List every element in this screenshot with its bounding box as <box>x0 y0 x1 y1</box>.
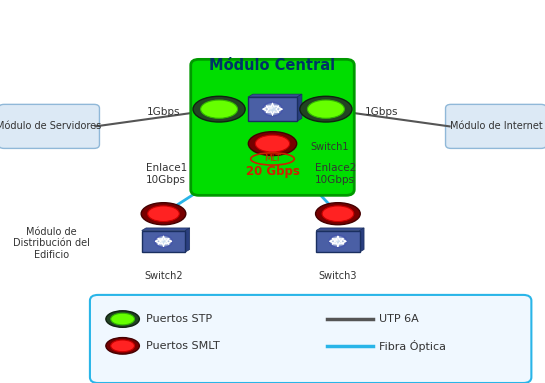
Polygon shape <box>297 94 302 121</box>
Text: Switch2: Switch2 <box>144 271 183 281</box>
Ellipse shape <box>300 96 352 122</box>
Text: 1Gbps: 1Gbps <box>147 107 180 117</box>
Ellipse shape <box>268 106 273 110</box>
Text: Switch1: Switch1 <box>311 142 349 152</box>
Text: MLT: MLT <box>264 154 281 164</box>
Ellipse shape <box>148 206 179 221</box>
Ellipse shape <box>307 100 344 118</box>
Ellipse shape <box>141 203 186 225</box>
Text: Módulo de Servidores: Módulo de Servidores <box>0 121 102 131</box>
Ellipse shape <box>265 104 280 115</box>
Text: Puertos SMLT: Puertos SMLT <box>146 341 219 351</box>
FancyBboxPatch shape <box>191 59 354 195</box>
Ellipse shape <box>268 106 277 113</box>
Text: Switch3: Switch3 <box>319 271 357 281</box>
Ellipse shape <box>157 237 170 246</box>
Polygon shape <box>316 228 364 231</box>
Polygon shape <box>142 228 190 231</box>
FancyBboxPatch shape <box>0 104 99 148</box>
Ellipse shape <box>160 239 164 242</box>
Ellipse shape <box>316 203 360 225</box>
Ellipse shape <box>263 102 282 116</box>
Text: 1Gbps: 1Gbps <box>365 107 398 117</box>
Ellipse shape <box>249 132 296 155</box>
Ellipse shape <box>159 238 168 244</box>
Ellipse shape <box>256 135 289 152</box>
Ellipse shape <box>106 337 140 354</box>
Ellipse shape <box>334 238 342 244</box>
Ellipse shape <box>331 237 344 246</box>
Ellipse shape <box>111 313 135 325</box>
Text: 20 Gbps: 20 Gbps <box>246 165 299 178</box>
Text: Módulo de
Distribución del
Edificio: Módulo de Distribución del Edificio <box>13 227 90 260</box>
Ellipse shape <box>329 235 347 247</box>
FancyBboxPatch shape <box>90 295 531 383</box>
Ellipse shape <box>193 96 245 122</box>
Ellipse shape <box>322 206 354 221</box>
Text: Enlace1
10Gbps: Enlace1 10Gbps <box>146 163 187 185</box>
Text: Fibra Óptica: Fibra Óptica <box>379 340 446 352</box>
Text: Enlace2
10Gbps: Enlace2 10Gbps <box>314 163 356 185</box>
Polygon shape <box>360 228 364 252</box>
Text: Módulo de Internet: Módulo de Internet <box>450 121 542 131</box>
Ellipse shape <box>334 239 338 242</box>
FancyBboxPatch shape <box>142 231 185 252</box>
Text: Módulo Central: Módulo Central <box>209 57 336 73</box>
Text: Puertos STP: Puertos STP <box>146 314 211 324</box>
FancyBboxPatch shape <box>446 104 545 148</box>
FancyBboxPatch shape <box>316 231 360 252</box>
Ellipse shape <box>155 235 172 247</box>
Polygon shape <box>248 94 302 97</box>
Ellipse shape <box>106 311 140 327</box>
Ellipse shape <box>201 100 238 118</box>
Text: UTP 6A: UTP 6A <box>379 314 419 324</box>
Ellipse shape <box>111 340 135 352</box>
FancyBboxPatch shape <box>248 97 297 121</box>
Polygon shape <box>185 228 190 252</box>
